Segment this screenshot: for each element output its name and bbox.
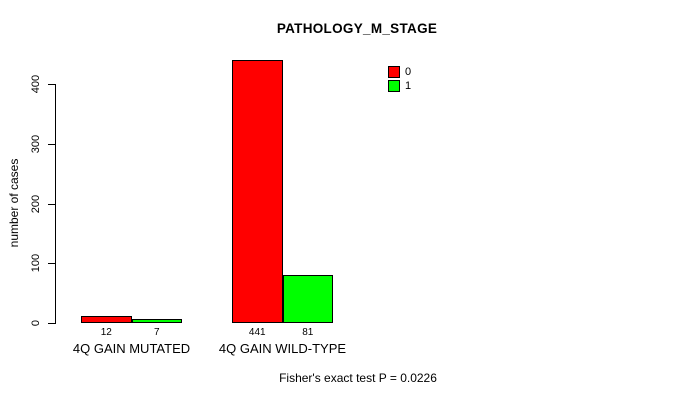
legend-swatch-icon [388, 80, 400, 92]
y-tick-label: 300 [30, 134, 42, 153]
bar-4q-gain-wild-type-series-0 [232, 59, 283, 323]
bar-value-label: 7 [153, 327, 160, 338]
bar-4q-gain-wild-type-series-1 [282, 274, 333, 323]
y-axis-tick [48, 84, 55, 85]
bar-4q-gain-mutated-series-0 [81, 315, 132, 323]
y-axis-tick [48, 263, 55, 265]
bar-value-label: 441 [248, 327, 266, 338]
y-tick-label: 0 [30, 319, 42, 327]
y-axis-tick [48, 203, 55, 205]
legend-swatch-icon [388, 66, 400, 78]
y-tick-label: 200 [30, 194, 42, 213]
y-tick-label: 400 [30, 74, 42, 94]
legend-label: 1 [405, 80, 412, 92]
y-axis-label: number of cases [7, 158, 21, 248]
y-axis-tick [48, 323, 55, 324]
y-axis-line [55, 84, 56, 324]
legend-entry-0: 0 [388, 65, 411, 79]
y-axis-tick [48, 143, 55, 145]
category-label-4q-gain-mutated: 4Q GAIN MUTATED [72, 341, 191, 356]
category-label-4q-gain-wild-type: 4Q GAIN WILD-TYPE [218, 341, 347, 356]
legend-entry-1: 1 [388, 79, 411, 93]
chart-title: PATHOLOGY_M_STAGE [276, 21, 438, 36]
bar-value-label: 81 [302, 327, 314, 338]
fisher-test-annotation: Fisher's exact test P = 0.0226 [279, 371, 437, 385]
legend-label: 0 [405, 66, 412, 78]
bar-4q-gain-mutated-series-1 [131, 318, 182, 323]
bar-value-label: 12 [100, 327, 112, 338]
y-tick-label: 100 [30, 254, 42, 273]
